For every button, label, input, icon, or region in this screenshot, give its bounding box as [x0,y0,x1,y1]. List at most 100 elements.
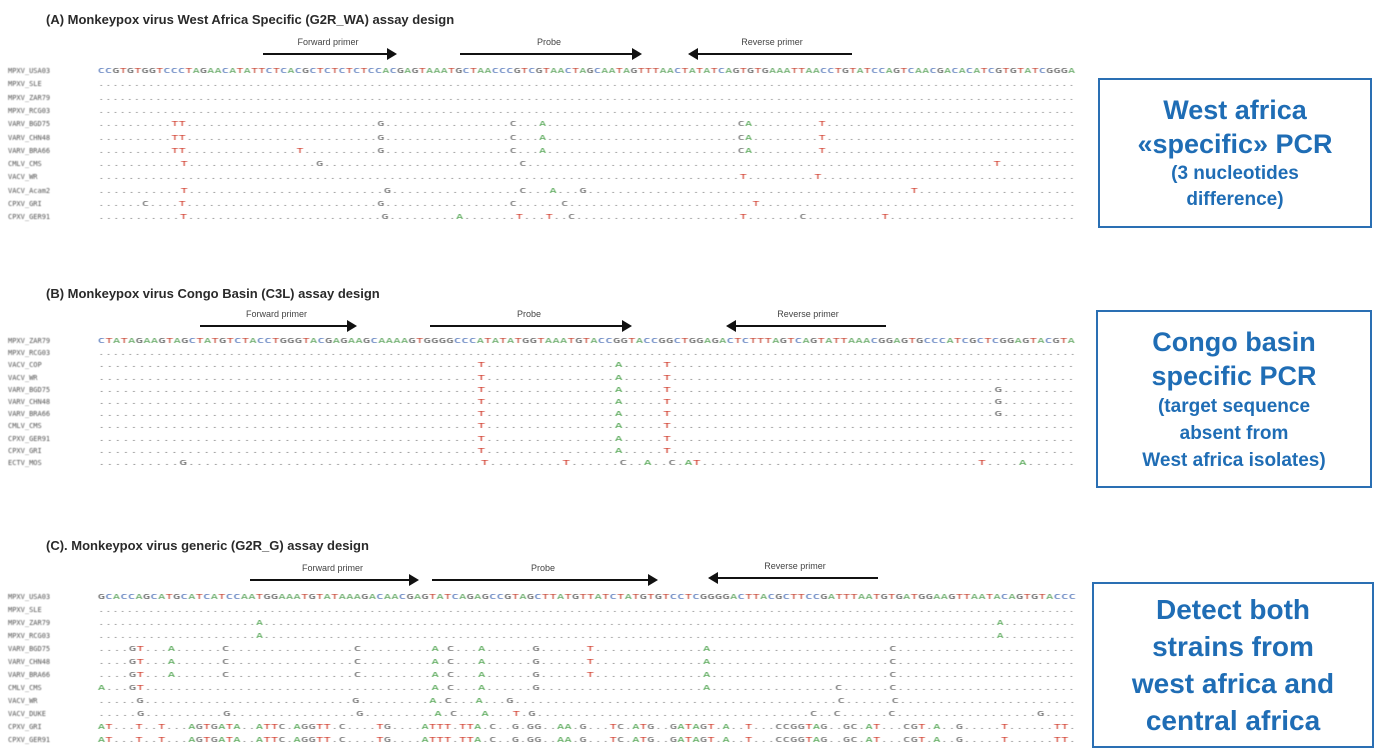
sequence-name: VACV_WR [8,173,38,182]
callout-congo-basin-sub-1: (target sequence [1157,395,1311,417]
panel-b: (B) Monkeypox virus Congo Basin (C3L) as… [0,280,1090,490]
sequence-text: ........................................… [98,606,1076,614]
panel-a-title: (A) Monkeypox virus West Africa Specific… [46,12,455,27]
panel-c: (C). Monkeypox virus generic (G2R_G) ass… [0,530,1090,753]
panel-c-alignment: MPXV_USA03 GCACCAGCATGCATCATCCAATGGAAATGT… [8,592,1078,752]
sequence-name: MPXV_USA03 [8,593,51,601]
sequence-name: MPXV_USA03 [8,67,51,75]
panel-a-forward-primer-label: Forward primer [297,37,359,47]
sequence-name: VACV_Acam2 [8,186,51,195]
sequence-name: VARV_BGD75 [8,385,51,394]
sequence-text: CCGTGTGGTCCCTAGAACATATTCTCACGCTCTCTCTCCA… [98,67,1076,75]
sequence-text: ..........TT..........................G.… [98,133,1077,142]
callout-congo-basin: Congo basin specific PCR (target sequenc… [1096,310,1372,488]
sequence-name: VARV_BGD75 [8,120,51,129]
sequence-text: ........................................… [98,446,1076,455]
sequence-name: VARV_BRA66 [8,671,51,679]
sequence-name: CPXV_GER91 [8,213,51,222]
sequence-name: CPXV_GER91 [8,736,51,744]
callout-west-africa-sub-1: (3 nucleotides [1171,163,1299,184]
sequence-text: ....GT...A......C................C......… [98,671,1076,679]
panel-c-probe-label: Probe [530,563,556,573]
panel-c-reverse-primer-arrow: Reverse primer [708,561,878,584]
sequence-name: CMLV_CMS [8,160,42,169]
sequence-name: VARV_CHN48 [8,133,51,142]
sequence-text: .....G...........................G......… [98,697,1077,705]
sequence-text: ......C....T..........................G.… [98,200,1077,208]
sequence-text: ........................................… [98,349,1077,358]
panel-b-forward-primer-arrow: Forward primer [200,309,357,332]
panel-b-probe-label: Probe [516,309,542,319]
sequence-name: VARV_BGD75 [8,645,51,653]
callout-west-africa-sub-2: difference) [1186,189,1284,210]
sequence-name: VARV_CHN48 [8,398,51,406]
sequence-text: ........................................… [98,106,1076,115]
sequence-text: AT...T..T...AGTGATA..ATTC.AGGTT.C....TG.… [98,723,1077,731]
callout-west-africa-line-1: West africa [1163,95,1307,125]
sequence-text: ........................................… [98,373,1076,382]
panel-a-alignment: MPXV_USA03 CCGTGTGGTCCCTAGAACATATTCTCACGC… [8,66,1078,226]
sequence-text: A...GT..................................… [98,684,1076,692]
sequence-text: ........................................… [98,93,1076,102]
sequence-name: MPXV_ZAR79 [8,619,51,627]
sequence-text: ..........TT...............T..........G.… [98,146,1077,155]
sequence-name: VARV_BRA66 [8,410,51,419]
sequence-name: CPXV_GRI [8,446,42,455]
panel-c-probe-arrow: Probe [432,563,658,586]
sequence-text: ..........TT..........................G.… [98,120,1077,129]
callout-both-strains-line-4: central africa [1145,705,1321,736]
sequence-text: ..........G.............................… [98,459,1076,467]
panel-b-reverse-primer-label: Reverse primer [777,309,839,319]
sequence-text: CTATAGAAGTAGCTATGTCTACCTGGGTACGAGAAGCAAA… [98,337,1076,345]
callout-congo-basin-line-1: Congo basin [1152,326,1316,357]
callout-both-strains-line-3: west africa and [1131,668,1335,699]
panel-b-title: (B) Monkeypox virus Congo Basin (C3L) as… [46,286,380,301]
panel-c-forward-primer-label: Forward primer [301,563,363,573]
sequence-name: VACV_DUKE [8,710,46,718]
panel-a-probe-label: Probe [536,37,562,47]
sequence-name: CPXV_GRI [8,200,42,208]
sequence-text: ........................................… [98,385,1076,394]
panel-a-forward-primer-arrow: Forward primer [263,37,397,60]
sequence-name: MPXV_RCG03 [8,106,51,115]
sequence-name: VARV_CHN48 [8,658,51,666]
sequence-text: ......................A.................… [98,632,1076,640]
sequence-text: AT...T..T...AGTGATA..ATTC.AGGTT.C....TG.… [98,736,1077,744]
panel-a-reverse-primer-arrow: Reverse primer [688,37,852,60]
sequence-name: VARV_BRA66 [8,146,51,155]
panel-b-forward-primer-label: Forward primer [245,309,307,319]
panel-b-probe-arrow: Probe [430,309,632,332]
sequence-text: ........................................… [98,434,1076,443]
sequence-text: ...........T..........................G.… [98,213,1076,222]
panel-a: (A) Monkeypox virus West Africa Specific… [0,0,1090,240]
sequence-name: MPXV_SLE [8,80,42,89]
sequence-text: ....GT...A......C................C......… [98,658,1076,666]
callout-west-africa-line-2: «specific» PCR [1137,129,1333,159]
sequence-name: CMLV_CMS [8,684,42,692]
sequence-name: MPXV_RCG03 [8,632,51,640]
sequence-text: ....GT...A......C................C......… [98,645,1076,653]
sequence-name: VACV_WR [8,697,38,705]
panel-c-forward-primer-arrow: Forward primer [250,563,419,586]
sequence-text: ...........T..........................G.… [98,186,1077,195]
panel-c-reverse-primer-label: Reverse primer [764,561,826,571]
callout-congo-basin-sub-3: West africa isolates) [1142,449,1326,471]
sequence-text: ........................................… [98,173,1076,182]
panel-c-title: (C). Monkeypox virus generic (G2R_G) ass… [46,538,369,553]
sequence-text: ........................................… [98,398,1076,406]
sequence-text: ...........T.................G..........… [98,160,1077,169]
sequence-name: MPXV_ZAR79 [8,93,51,102]
callout-west-africa: West africa «specific» PCR (3 nucleotide… [1098,78,1372,228]
sequence-text: GCACCAGCATGCATCATCCAATGGAAATGTATAAAGACAA… [98,593,1077,601]
callout-both-strains-line-2: strains from [1152,631,1314,662]
callout-congo-basin-sub-2: absent from [1179,422,1289,444]
sequence-text: ........................................… [98,80,1076,89]
sequence-name: ECTV_MOS [8,459,42,467]
sequence-name: CMLV_CMS [8,422,42,431]
panel-a-probe-arrow: Probe [460,37,642,60]
callout-both-strains-line-1: Detect both [1156,594,1310,625]
sequence-name: MPXV_SLE [8,606,42,614]
callout-both-strains: Detect both strains from west africa and… [1092,582,1374,748]
sequence-name: CPXV_GRI [8,723,42,731]
sequence-name: MPXV_ZAR79 [8,337,51,345]
